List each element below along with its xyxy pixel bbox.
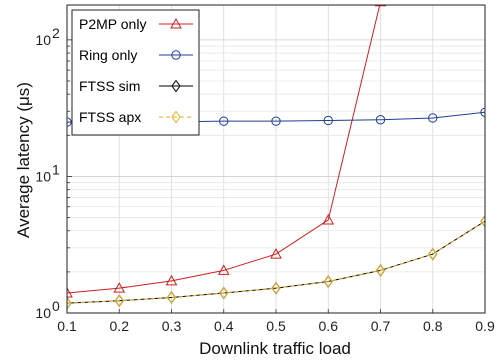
x-tick-label: 0.3 bbox=[162, 318, 182, 334]
y-tick-exponent: 2 bbox=[52, 25, 60, 41]
legend-label: P2MP only bbox=[79, 16, 146, 32]
legend: P2MP only Ring only FTSS sim FTSS apx bbox=[71, 9, 200, 136]
legend-entry: Ring only bbox=[79, 47, 193, 63]
data-point bbox=[374, 5, 387, 7]
grid bbox=[66, 5, 486, 314]
legend-label: FTSS sim bbox=[79, 78, 140, 94]
data-point bbox=[271, 116, 281, 126]
data-point bbox=[165, 274, 178, 286]
series-line bbox=[67, 220, 485, 304]
legend-entry: FTSS sim bbox=[79, 78, 193, 94]
data-point bbox=[375, 115, 386, 125]
y-tick-label: 10 bbox=[35, 168, 51, 184]
data-point bbox=[323, 115, 333, 126]
x-tick-label: 0.4 bbox=[214, 318, 234, 334]
x-tick-label: 0.7 bbox=[371, 318, 391, 334]
data-point bbox=[67, 296, 72, 310]
y-tick-exponent: 0 bbox=[52, 298, 60, 314]
legend-marker bbox=[171, 110, 181, 124]
data-point bbox=[219, 286, 229, 300]
y-tick-label: 10 bbox=[35, 32, 51, 48]
data-point bbox=[271, 281, 281, 295]
x-tick-label: 0.8 bbox=[423, 318, 443, 334]
data-point bbox=[217, 264, 230, 275]
y-tick-exponent: 1 bbox=[52, 161, 60, 177]
x-tick-label: 0.9 bbox=[475, 318, 495, 334]
data-point bbox=[428, 113, 438, 123]
legend-marker bbox=[170, 17, 182, 29]
data-point bbox=[166, 291, 177, 304]
legend-entry: FTSS apx bbox=[79, 109, 193, 125]
data-point bbox=[428, 247, 438, 261]
data-point bbox=[67, 287, 73, 298]
legend-label: FTSS apx bbox=[79, 109, 141, 125]
data-point bbox=[480, 214, 485, 228]
legend-marker bbox=[171, 79, 181, 93]
series-ftss-apx bbox=[67, 214, 485, 310]
data-point bbox=[114, 294, 124, 308]
data-point bbox=[375, 264, 386, 277]
legend-entry: P2MP only bbox=[79, 16, 193, 32]
data-point bbox=[323, 275, 333, 288]
data-point bbox=[270, 248, 282, 259]
x-tick-label: 0.6 bbox=[319, 318, 339, 334]
axes bbox=[66, 4, 486, 314]
y-tick-label: 10 bbox=[35, 305, 51, 321]
x-tick-label: 0.5 bbox=[266, 318, 286, 334]
series-line bbox=[67, 5, 381, 294]
data-point bbox=[322, 213, 335, 225]
series-p2mp-only bbox=[67, 5, 387, 298]
x-tick-label: 0.2 bbox=[110, 318, 130, 334]
legend-label: Ring only bbox=[79, 47, 137, 63]
x-axis-label: Downlink traffic load bbox=[199, 339, 351, 358]
data-point bbox=[113, 282, 126, 293]
y-axis-label: Average latency (μs) bbox=[14, 82, 33, 238]
legend-marker bbox=[171, 50, 181, 60]
x-tick-label: 0.1 bbox=[57, 318, 77, 334]
plot-frame bbox=[66, 4, 486, 314]
data-point bbox=[219, 116, 229, 126]
data-point bbox=[67, 117, 72, 127]
